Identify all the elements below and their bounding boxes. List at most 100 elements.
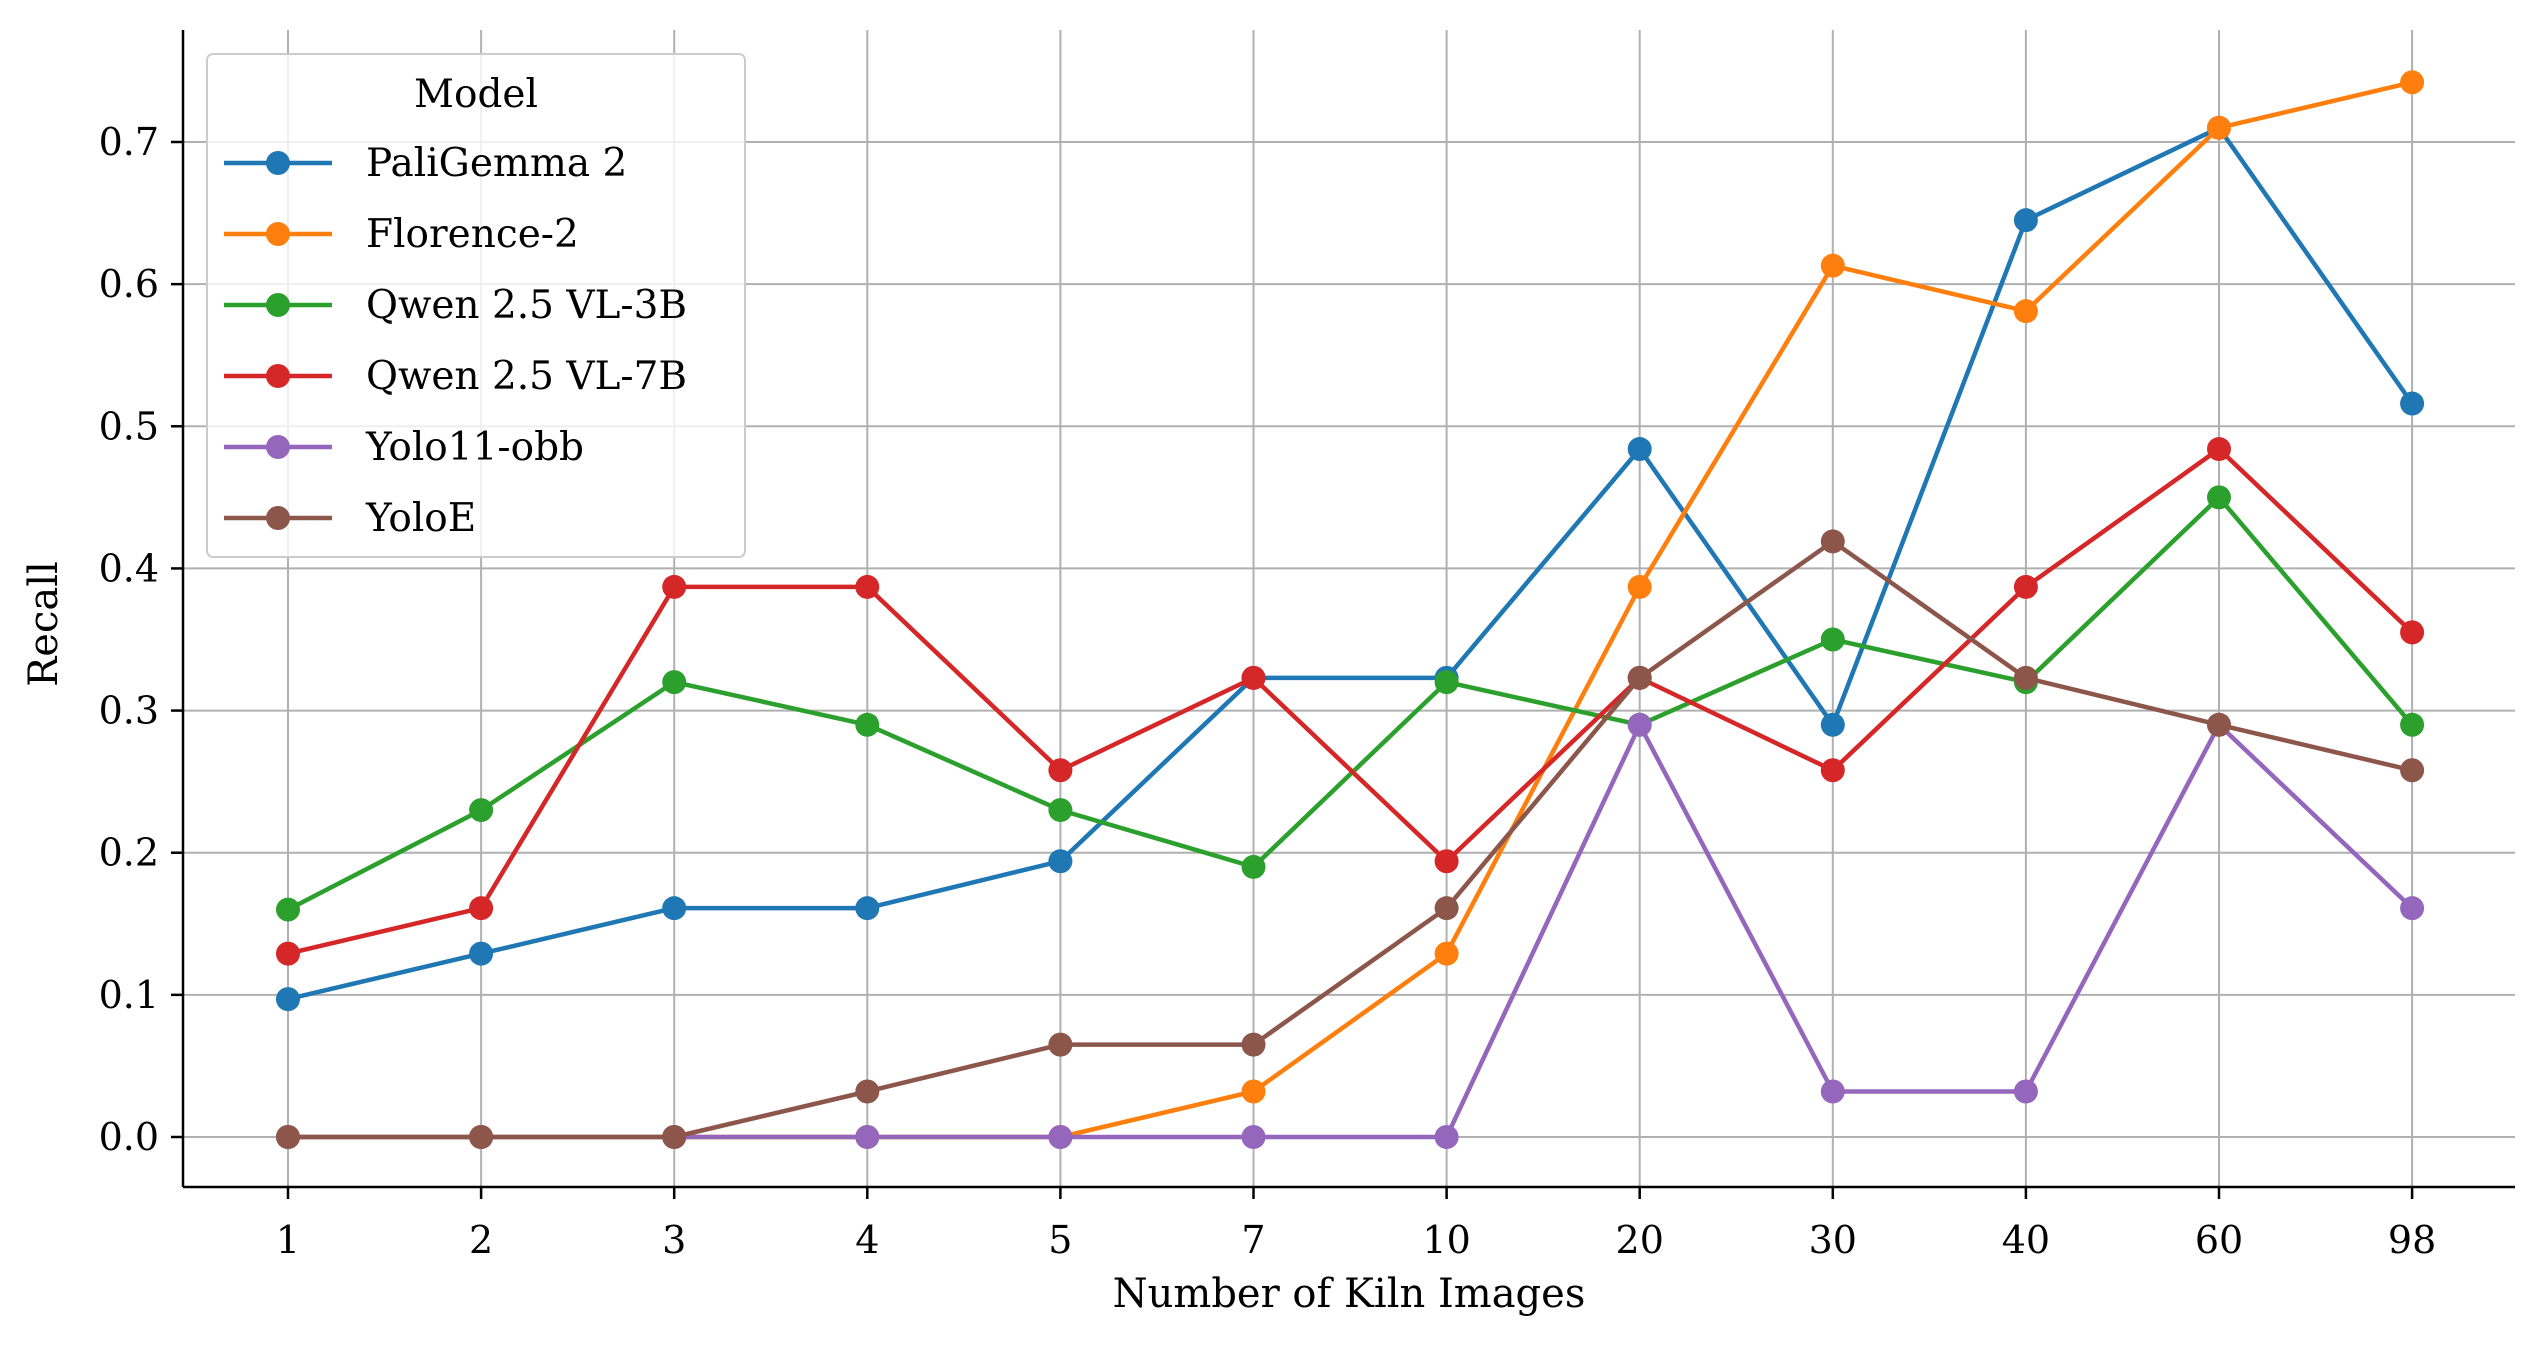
y-tick-label: 0.0	[99, 1115, 159, 1159]
x-tick-label: 30	[1809, 1218, 1857, 1262]
legend-item: Qwen 2.5 VL-7B	[224, 354, 687, 399]
y-tick-label: 0.4	[99, 546, 159, 590]
series-yoloe	[276, 529, 2425, 1149]
y-tick-label: 0.3	[99, 689, 159, 733]
data-point	[1820, 253, 1845, 278]
data-point	[1241, 1079, 1266, 1104]
data-point	[469, 798, 494, 823]
data-point	[1627, 712, 1652, 737]
data-point	[2207, 115, 2231, 140]
x-tick-label: 4	[855, 1218, 879, 1262]
data-point	[2207, 485, 2231, 510]
series-line	[285, 722, 2415, 1140]
data-point	[276, 987, 300, 1012]
data-point	[1820, 529, 1845, 554]
data-point	[2013, 665, 2038, 690]
data-point	[855, 574, 880, 599]
data-point	[1434, 1125, 1459, 1149]
y-tick-label: 0.2	[99, 831, 159, 875]
data-point	[2013, 299, 2038, 324]
series-line	[285, 446, 2415, 956]
x-tick-label: 20	[1616, 1218, 1664, 1262]
legend-label: Florence-2	[366, 212, 579, 257]
data-point	[1048, 849, 1073, 874]
data-point	[2400, 712, 2425, 737]
data-point	[855, 1079, 880, 1104]
data-point	[2013, 208, 2038, 233]
legend-title: Model	[414, 72, 538, 117]
legend-label: Qwen 2.5 VL-3B	[366, 283, 687, 328]
legend-box	[206, 53, 746, 558]
data-point	[1820, 627, 1845, 652]
legend-swatch-marker	[266, 222, 290, 246]
x-tick-label: 7	[1241, 1218, 1265, 1262]
data-point	[1048, 758, 1073, 783]
legend: Model PaliGemma 2 Florence-2 Qwen 2.5 VL-3…	[206, 53, 746, 558]
legend-item: Qwen 2.5 VL-3B	[224, 283, 687, 328]
data-point	[276, 941, 300, 966]
y-axis-label: Recall	[21, 561, 67, 687]
data-point	[1434, 849, 1459, 874]
x-tick-label: 98	[2388, 1218, 2436, 1262]
series-lines	[276, 70, 2425, 1149]
legend-swatch-marker	[266, 151, 290, 175]
data-point	[2207, 437, 2231, 462]
series-line	[285, 495, 2415, 912]
x-tick-label: 2	[469, 1218, 493, 1262]
data-point	[662, 896, 687, 921]
x-tick-label: 40	[2002, 1218, 2050, 1262]
x-ticks: 1 2 3 4 5 7 10 20 30 40 60 98	[276, 1187, 2436, 1262]
legend-swatch-marker	[266, 293, 290, 317]
data-point	[662, 574, 687, 599]
data-point	[1048, 1032, 1073, 1057]
data-point	[1241, 854, 1266, 879]
data-point	[1434, 941, 1459, 966]
legend-item: YoloE	[224, 496, 476, 541]
data-point	[2400, 758, 2425, 783]
series-yolo11-obb	[276, 712, 2425, 1149]
x-tick-label: 60	[2195, 1218, 2243, 1262]
data-point	[1434, 670, 1459, 695]
data-point	[1048, 798, 1073, 823]
legend-items: PaliGemma 2 Florence-2 Qwen 2.5 VL-3B Qwen …	[224, 141, 687, 541]
data-point	[1241, 1032, 1266, 1057]
y-ticks: 0.0 0.1 0.2 0.3 0.4 0.5 0.6 0.7	[99, 120, 183, 1159]
data-point	[1627, 665, 1652, 690]
series-line	[285, 539, 2415, 1140]
data-point	[662, 670, 687, 695]
legend-label: Qwen 2.5 VL-7B	[366, 354, 687, 399]
y-tick-label: 0.5	[99, 404, 159, 448]
data-point	[855, 1125, 880, 1149]
data-point	[2400, 620, 2425, 645]
data-point	[2013, 1079, 2038, 1104]
x-tick-label: 10	[1422, 1218, 1470, 1262]
data-point	[276, 897, 300, 922]
legend-label: YoloE	[365, 496, 476, 541]
data-point	[1820, 712, 1845, 737]
data-point	[2400, 896, 2425, 921]
legend-label: Yolo11-obb	[365, 425, 584, 470]
y-tick-label: 0.6	[99, 262, 159, 306]
data-point	[2013, 574, 2038, 599]
x-tick-label: 5	[1048, 1218, 1072, 1262]
legend-swatch-marker	[266, 506, 290, 530]
x-tick-label: 1	[276, 1218, 300, 1262]
legend-label: PaliGemma 2	[366, 141, 627, 186]
data-point	[276, 1125, 300, 1149]
data-point	[662, 1125, 687, 1149]
x-axis-label: Number of Kiln Images	[1113, 1271, 1586, 1317]
data-point	[1627, 574, 1652, 599]
data-point	[1241, 665, 1266, 690]
legend-item: Florence-2	[224, 212, 579, 257]
data-point	[1048, 1125, 1073, 1149]
data-point	[855, 712, 880, 737]
data-point	[1820, 758, 1845, 783]
series-qwen-2-5-vl-3b	[276, 485, 2425, 922]
legend-swatch-marker	[266, 435, 290, 459]
series-line	[285, 125, 2415, 1002]
y-tick-label: 0.1	[99, 973, 159, 1017]
data-point	[469, 941, 494, 966]
data-point	[1820, 1079, 1845, 1104]
data-point	[2400, 391, 2425, 416]
